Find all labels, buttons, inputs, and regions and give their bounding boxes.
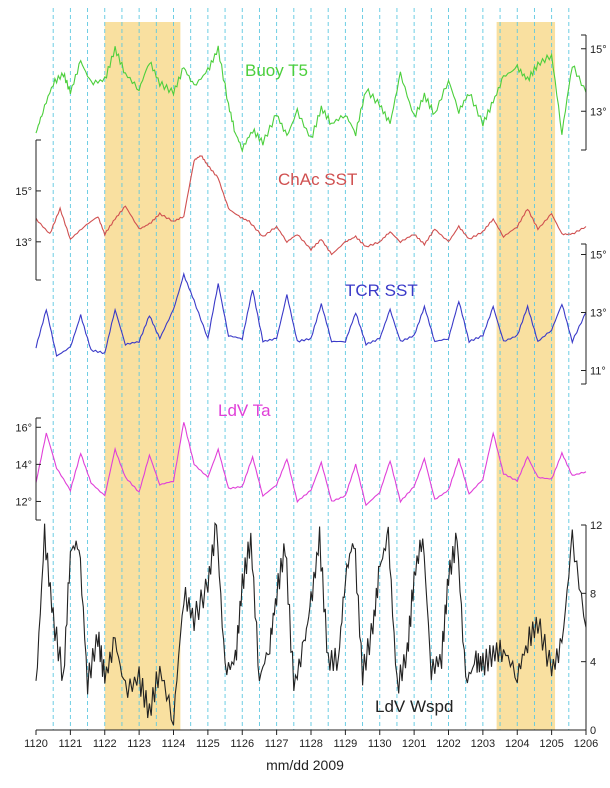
x-tick-label: 1121: [59, 738, 83, 750]
x-tick-label: 1205: [539, 738, 563, 750]
x-tick-label: 1204: [505, 738, 529, 750]
y-tick-label: 15°: [590, 250, 607, 262]
y-tick-label: 15°: [590, 44, 607, 56]
y-tick-label: 8: [590, 588, 596, 600]
y-tick-label: 11°: [590, 366, 606, 378]
series-label-5: LdV Wspd: [375, 697, 453, 716]
x-tick-label: 1202: [436, 738, 460, 750]
x-tick-label: 1122: [93, 738, 117, 750]
series-label-2: ChAc SST: [278, 170, 357, 189]
series-line-3: [35, 271, 587, 357]
x-tick-label: 1129: [334, 738, 358, 750]
y-tick-label: 12: [590, 520, 602, 532]
y-tick-label: 13°: [590, 308, 607, 320]
highlight-band-2: [496, 22, 556, 730]
x-tick-label: 1126: [230, 738, 254, 750]
series-line-4: [35, 422, 587, 507]
y-tick-label: 12°: [15, 496, 32, 508]
series-label-3: TCR SST: [345, 281, 418, 300]
series-line-1: [35, 45, 587, 153]
y-tick-label: 13°: [15, 237, 32, 249]
y-tick-label: 15°: [15, 186, 32, 198]
series-line-5: [35, 521, 587, 726]
y-tick-label: 16°: [15, 422, 32, 434]
highlight-bands: [104, 22, 556, 730]
series-labels: Buoy T5 ChAc SST TCR SST LdV Ta LdV Wspd: [218, 61, 453, 716]
x-tick-label: 1201: [402, 738, 426, 750]
y-tick-label: 14°: [15, 459, 32, 471]
x-tick-label: 1203: [471, 738, 495, 750]
x-tick-label: 1206: [574, 738, 598, 750]
x-tick-label: 1120: [24, 738, 48, 750]
x-tick-label: 1125: [196, 738, 220, 750]
axes: 15° 13° 15° 13° 15° 13° 11° 16° 14° 12° 12 8 4 0 1120 1…: [15, 34, 607, 750]
y-tick-label: 0: [590, 725, 596, 737]
x-tick-label: 1127: [265, 738, 289, 750]
series-label-1: Buoy T5: [245, 61, 308, 80]
x-tick-label: 1124: [162, 738, 186, 750]
x-tick-label: 1130: [368, 738, 392, 750]
series-line-2: [35, 155, 587, 256]
series-label-4: LdV Ta: [218, 401, 271, 420]
x-axis-label: mm/dd 2009: [266, 757, 344, 773]
y-tick-label: 4: [590, 657, 596, 669]
y-tick-label: 13°: [590, 106, 607, 118]
highlight-band-1: [104, 22, 181, 730]
x-tick-label: 1123: [127, 738, 151, 750]
grid-lines: [52, 8, 570, 730]
x-tick-label: 1128: [299, 738, 323, 750]
series-lines: [35, 45, 587, 726]
